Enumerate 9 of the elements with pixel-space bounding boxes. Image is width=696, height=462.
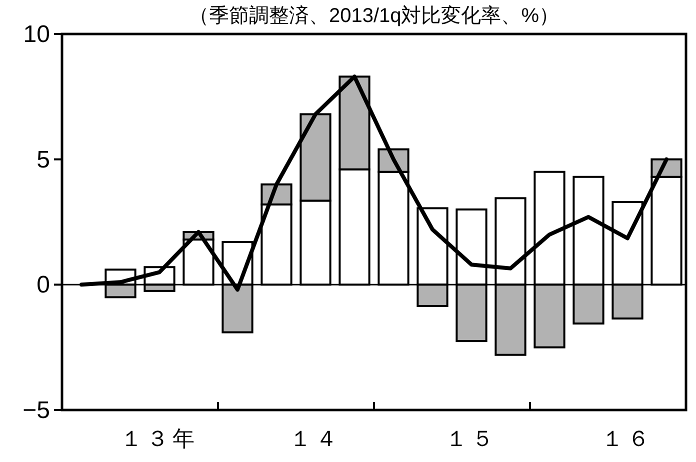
y-tick-label: −5	[22, 397, 50, 424]
y-tick-label: 5	[36, 146, 50, 174]
x-tick-label: １４	[290, 426, 342, 451]
x-tick-label: １６	[602, 426, 654, 451]
x-tick-label: １５	[446, 426, 498, 451]
x-tick-label: １３年	[120, 426, 198, 451]
y-tick-label: 10	[23, 21, 50, 48]
y-tick-label: 0	[36, 272, 50, 299]
chart-title: （季節調整済、2013/1q対比変化率、%）	[188, 4, 560, 27]
